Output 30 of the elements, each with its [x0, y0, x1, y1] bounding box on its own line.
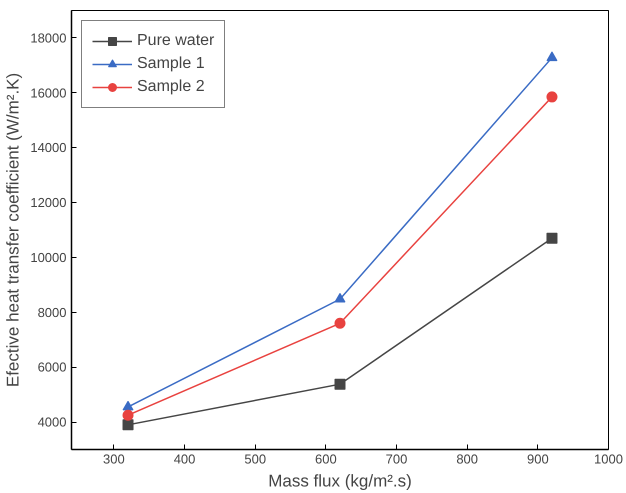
y-tick-label: 12000 — [30, 195, 67, 210]
y-tick-label: 4000 — [38, 414, 66, 430]
y-tick-label: 14000 — [30, 140, 67, 156]
y-tick-label: 18000 — [30, 30, 67, 46]
legend-label: Sample 2 — [137, 78, 205, 96]
point — [334, 292, 346, 303]
x-tick-label: 1000 — [594, 452, 623, 466]
point — [334, 378, 346, 390]
x-tick-label: 700 — [386, 452, 408, 466]
y-tick-label: 16000 — [30, 85, 67, 100]
legend-label: Sample 1 — [137, 55, 205, 73]
point — [546, 51, 558, 62]
point — [122, 400, 134, 410]
x-tick-label: 300 — [103, 452, 125, 466]
y-axis-title: Efective heat transfer coefficient (W/m².K) — [3, 72, 22, 388]
point — [546, 232, 558, 244]
x-tick-label: 400 — [174, 452, 196, 466]
y-tick-label: 10000 — [30, 250, 67, 265]
y-tick-label: 8000 — [38, 304, 66, 320]
x-axis-title: Mass flux (kg/m².s) — [268, 472, 412, 490]
point — [546, 91, 558, 102]
y-tick-label: 6000 — [38, 360, 66, 375]
x-tick-label: 500 — [244, 452, 266, 466]
x-tick-label: 800 — [456, 452, 478, 466]
point — [122, 410, 134, 421]
legend-label: Pure water — [137, 32, 214, 50]
x-tick-label: 600 — [315, 452, 337, 466]
x-tick-label: 900 — [526, 452, 549, 466]
point — [122, 419, 134, 430]
point — [334, 318, 346, 329]
